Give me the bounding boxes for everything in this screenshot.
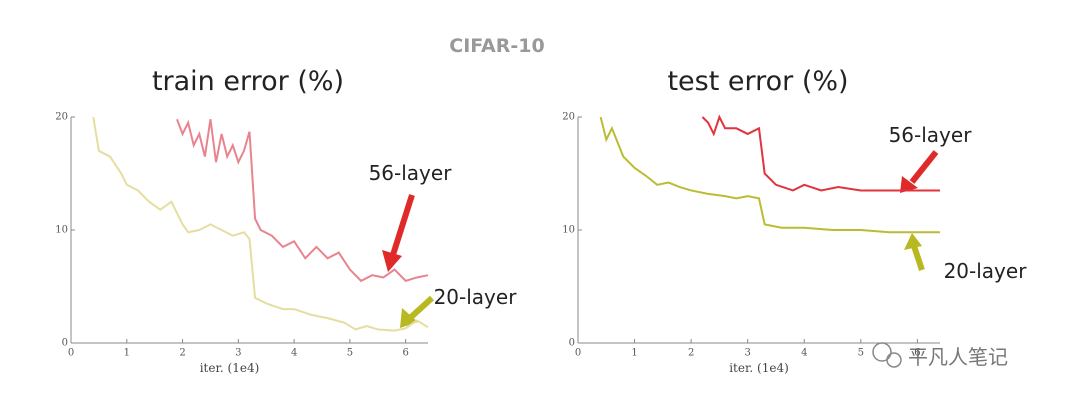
series-line	[92, 116, 429, 332]
x-tick-label: 0	[575, 348, 581, 359]
y-tick-label: 0	[62, 338, 68, 349]
series-label: 56-layer	[369, 161, 453, 185]
x-tick-label: 2	[179, 348, 185, 359]
series-label: 56-layer	[889, 123, 973, 147]
x-tick-label: 3	[235, 348, 241, 359]
series-line	[701, 114, 940, 192]
chart-title: test error (%)	[667, 66, 848, 97]
arrow	[407, 295, 435, 321]
x-tick-label: 4	[801, 348, 807, 359]
series-label: 20-layer	[944, 259, 1028, 283]
series-label: 20-layer	[434, 285, 518, 309]
chart-title: train error (%)	[152, 66, 344, 97]
series-line	[599, 116, 940, 234]
x-tick-label: 6	[403, 348, 409, 359]
y-tick-label: 20	[55, 112, 68, 123]
page-title: CIFAR-10	[449, 35, 544, 57]
x-tick-label: 4	[291, 348, 297, 359]
arrow-head	[900, 176, 918, 193]
x-tick-label: 1	[631, 348, 637, 359]
watermark-text: 平凡人笔记	[908, 345, 1008, 369]
watermark-icon	[872, 342, 892, 362]
x-axis-label: iter. (1e4)	[200, 361, 260, 375]
arrow-head	[382, 250, 402, 272]
y-tick-label: 0	[569, 338, 575, 349]
arrow-head	[904, 233, 922, 250]
x-tick-label: 5	[347, 348, 353, 359]
y-tick-label: 10	[55, 225, 68, 236]
x-tick-label: 0	[68, 348, 74, 359]
x-tick-label: 1	[124, 348, 130, 359]
x-axis-label: iter. (1e4)	[729, 361, 789, 375]
arrow	[909, 150, 939, 184]
watermark-icon	[886, 352, 902, 368]
x-tick-label: 5	[858, 348, 864, 359]
y-tick-label: 10	[562, 225, 575, 236]
watermark: 平凡人笔记	[872, 342, 1008, 369]
series-line	[176, 118, 429, 283]
x-tick-label: 2	[688, 348, 694, 359]
x-tick-label: 3	[745, 348, 751, 359]
arrow	[389, 194, 415, 259]
x-tick-label: 6	[914, 348, 920, 359]
arrow	[911, 245, 925, 271]
y-tick-label: 20	[562, 112, 575, 123]
